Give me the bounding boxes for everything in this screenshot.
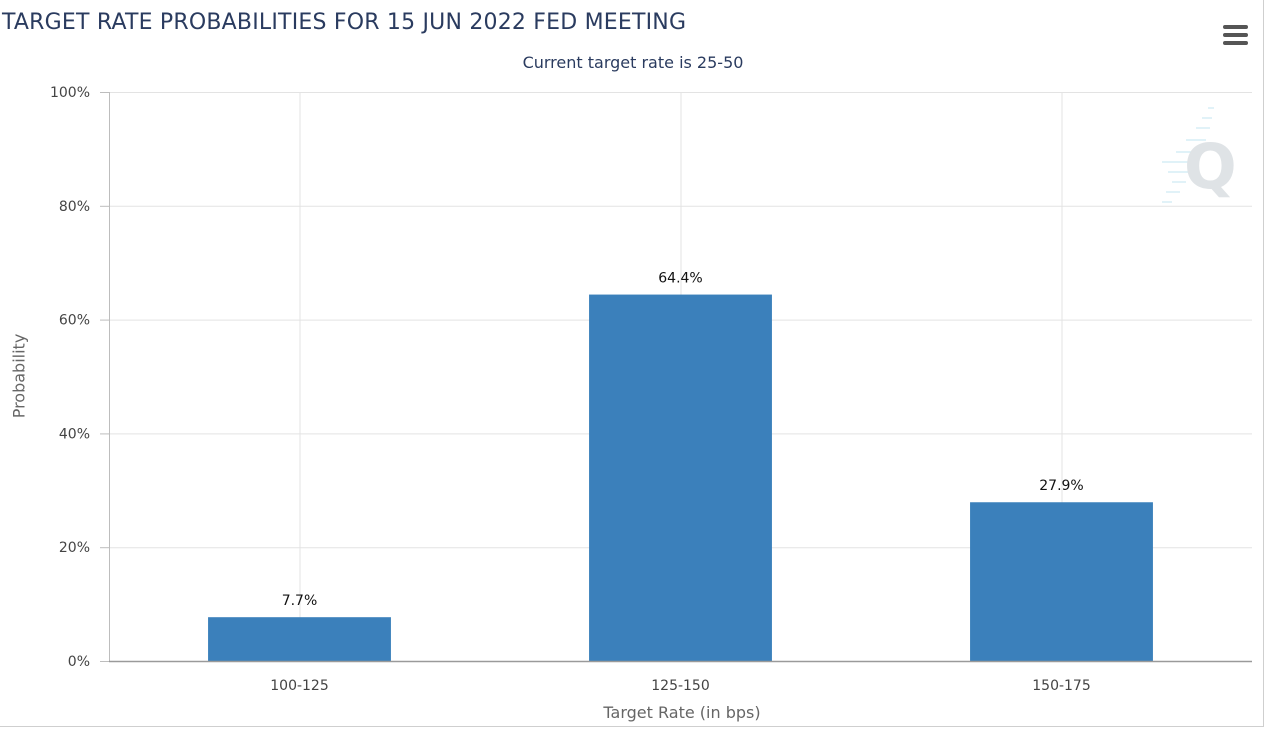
x-tick-label: 100-125 <box>270 678 329 694</box>
bar-125-150[interactable] <box>589 294 772 661</box>
axes <box>100 92 1252 663</box>
bar-150-175[interactable] <box>970 502 1153 661</box>
y-tick-label: 40% <box>59 426 90 442</box>
y-tick-label: 100% <box>50 85 90 101</box>
svg-text:Q: Q <box>1184 130 1237 203</box>
y-tick-label: 0% <box>68 654 90 670</box>
hamburger-menu-icon <box>1223 25 1248 29</box>
data-labels: 7.7% 64.4% 27.9% <box>282 271 1084 610</box>
data-label: 7.7% <box>282 593 318 609</box>
data-label: 27.9% <box>1039 478 1083 494</box>
y-tick-label: 60% <box>59 313 90 329</box>
x-tick-label: 150-175 <box>1032 678 1091 694</box>
bar-100-125[interactable] <box>208 617 391 661</box>
chart-menu-button[interactable] <box>1220 22 1250 50</box>
data-label: 64.4% <box>658 271 702 287</box>
x-tick-labels: 100-125 125-150 150-175 <box>270 678 1091 694</box>
y-tick-labels: 0% 20% 40% 60% 80% 100% <box>50 85 90 670</box>
y-tick-label: 20% <box>59 540 90 556</box>
bars <box>208 294 1153 661</box>
chart-subtitle: Current target rate is 25-50 <box>522 53 744 72</box>
x-axis-title: Target Rate (in bps) <box>603 703 761 722</box>
chart-title: TARGET RATE PROBABILITIES FOR 15 JUN 202… <box>2 10 687 35</box>
y-tick-label: 80% <box>59 199 90 215</box>
cme-q-logo-icon: Q <box>1162 107 1237 203</box>
x-tick-label: 125-150 <box>651 678 710 694</box>
